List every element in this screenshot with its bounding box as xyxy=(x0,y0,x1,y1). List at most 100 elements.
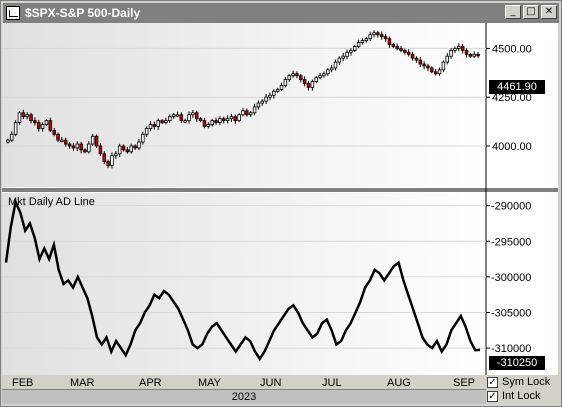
candle-body xyxy=(287,75,291,81)
candle-body xyxy=(291,73,295,77)
candle-body xyxy=(133,145,137,149)
candle-body xyxy=(183,120,187,123)
candle-body xyxy=(191,112,195,116)
candle-body xyxy=(56,133,60,141)
candle-body xyxy=(48,120,53,131)
candle-body xyxy=(295,73,299,77)
candle-body xyxy=(110,155,114,166)
candle-body xyxy=(90,135,95,145)
candle-body xyxy=(137,141,141,149)
candle-body xyxy=(241,110,245,116)
candle-body xyxy=(399,48,403,51)
candle-body xyxy=(275,88,280,92)
candle-body xyxy=(79,143,83,151)
candle-body xyxy=(71,145,76,149)
int-lock-checkbox[interactable]: ✓ xyxy=(487,390,498,402)
month-label: MAY xyxy=(198,377,222,389)
candle-body xyxy=(422,63,426,67)
candle-body xyxy=(129,145,133,153)
candle-body xyxy=(252,106,257,114)
candle-body xyxy=(426,65,430,69)
candle-body xyxy=(13,122,18,135)
month-label: MAR xyxy=(70,377,95,389)
candle-body xyxy=(144,128,149,135)
candle-body xyxy=(383,36,388,40)
candle-body xyxy=(457,46,461,49)
candle-body xyxy=(148,124,153,129)
maximize-button[interactable]: □ xyxy=(523,5,539,19)
candle-body xyxy=(60,139,64,143)
candle-body xyxy=(441,61,446,71)
candle-body xyxy=(472,53,476,57)
candle-body xyxy=(264,96,268,102)
candle-body xyxy=(333,61,338,69)
candle-body xyxy=(414,57,419,61)
candle-body xyxy=(433,71,438,75)
ad-series-line xyxy=(4,197,481,362)
candle-body xyxy=(94,135,99,147)
candle-body xyxy=(476,53,480,57)
candle-body xyxy=(25,114,29,118)
candle-body xyxy=(468,53,473,57)
candle-body xyxy=(349,49,353,53)
window-title: $SPX-S&P 500-Daily xyxy=(25,6,141,20)
candle-body xyxy=(179,114,184,122)
candle-body xyxy=(337,57,342,63)
candle-body xyxy=(106,161,110,166)
candle-body xyxy=(302,79,307,84)
candle-body xyxy=(329,67,334,71)
ad-tick-label: -295000 xyxy=(491,236,531,248)
minimize-button[interactable]: _ xyxy=(505,5,521,19)
candle-body xyxy=(21,112,26,118)
candle-body xyxy=(445,55,449,63)
candle-body xyxy=(125,149,130,153)
candle-body xyxy=(175,114,180,117)
candle-body xyxy=(121,145,126,151)
candle-body xyxy=(360,40,365,43)
ad-tick-label: -310000 xyxy=(491,343,531,355)
candle-body xyxy=(272,90,276,96)
candle-body xyxy=(322,73,326,77)
candle-body xyxy=(237,114,241,122)
candle-body xyxy=(403,49,407,53)
candle-body xyxy=(225,118,230,122)
candle-body xyxy=(449,49,453,57)
chart-area[interactable]: 4500.00 4250.00 4000.00 -290000 -295000 -300… xyxy=(2,23,558,375)
candle-body xyxy=(6,139,10,143)
candle-body xyxy=(248,112,253,116)
candle-body xyxy=(299,75,303,81)
candle-body xyxy=(214,120,218,123)
candle-body xyxy=(63,139,68,145)
month-label: AUG xyxy=(387,377,411,389)
int-lock-toggle[interactable]: ✓ Int Lock xyxy=(487,390,541,402)
candle-body xyxy=(256,102,261,108)
chart-icon[interactable] xyxy=(6,6,20,20)
candle-body xyxy=(114,153,118,157)
candle-body xyxy=(233,116,238,122)
candle-body xyxy=(460,46,465,51)
candle-body xyxy=(87,143,91,153)
candle-body xyxy=(195,112,199,120)
candle-body xyxy=(314,77,318,82)
sym-lock-toggle[interactable]: ✓ Sym Lock xyxy=(487,376,550,388)
candle-body xyxy=(368,34,372,40)
price-tick-label: 4500.00 xyxy=(492,43,532,55)
year-row: 2023 xyxy=(2,389,486,404)
candle-body xyxy=(260,100,265,104)
price-panel-bg xyxy=(2,23,486,187)
candle-body xyxy=(160,120,164,123)
candle-body xyxy=(83,149,87,153)
chart-canvas[interactable]: 4500.00 4250.00 4000.00 -290000 -295000 -300… xyxy=(2,23,558,375)
int-lock-label: Int Lock xyxy=(502,390,541,402)
close-button[interactable]: ✕ xyxy=(541,5,557,19)
candle-body xyxy=(102,153,107,162)
candle-body xyxy=(206,124,211,127)
candle-body xyxy=(310,81,315,88)
candle-body xyxy=(326,69,330,75)
price-tick-label: 4000.00 xyxy=(492,141,532,153)
title-bar[interactable]: $SPX-S&P 500-Daily _ □ ✕ xyxy=(3,3,559,23)
sym-lock-checkbox[interactable]: ✓ xyxy=(487,376,498,388)
candle-body xyxy=(376,32,380,36)
candle-body xyxy=(418,59,423,65)
candle-body xyxy=(52,129,56,135)
